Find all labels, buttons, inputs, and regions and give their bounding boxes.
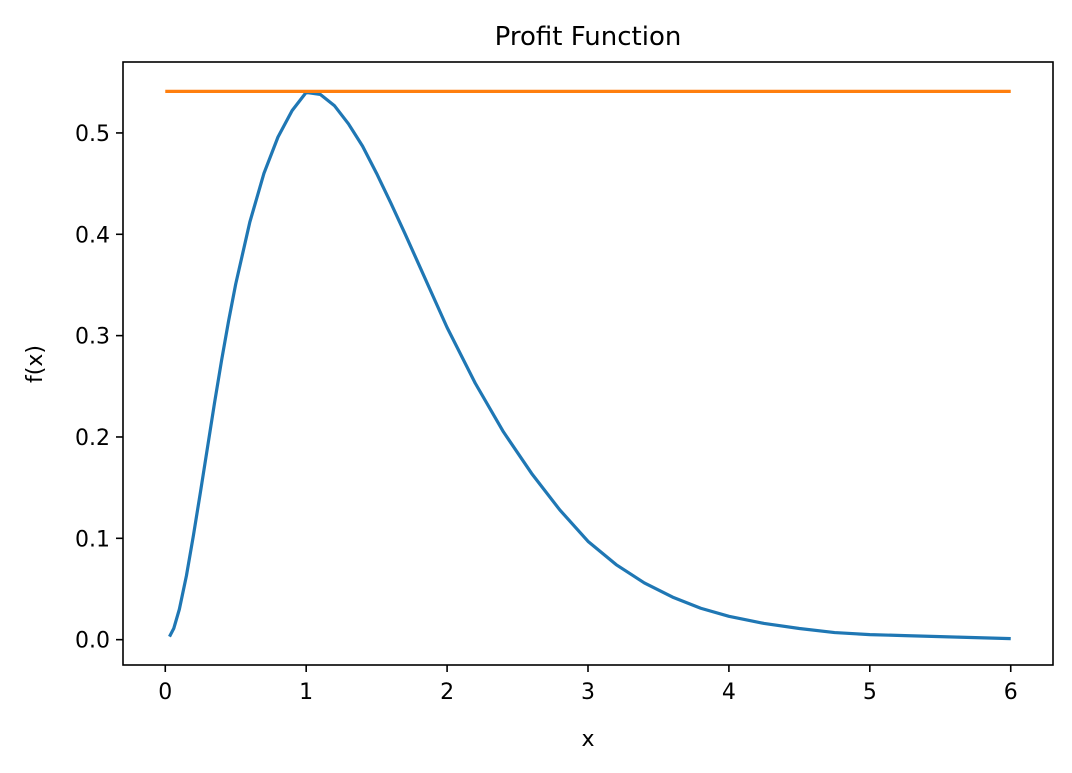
y-tick-label: 0.5 (75, 122, 110, 147)
x-tick-label: 1 (299, 680, 313, 705)
x-axis: 0 1 2 3 4 5 6 (158, 665, 1018, 705)
x-tick-label: 4 (722, 680, 736, 705)
y-tick-label: 0.2 (75, 426, 110, 451)
y-tick-label: 0.1 (75, 527, 110, 552)
x-tick-label: 3 (581, 680, 595, 705)
series-line-1 (168, 90, 1011, 641)
x-tick-label: 5 (863, 680, 877, 705)
chart-title: Profit Function (495, 22, 682, 52)
x-tick-label: 0 (158, 680, 172, 705)
y-axis: 0.0 0.1 0.2 0.3 0.4 0.5 (75, 122, 123, 654)
y-tick-label: 0.3 (75, 325, 110, 350)
x-tick-label: 6 (1004, 680, 1018, 705)
x-axis-label: x (581, 727, 594, 752)
plot-area (165, 89, 1011, 641)
y-tick-label: 0.4 (75, 223, 110, 248)
y-tick-label: 0.0 (75, 629, 110, 654)
axes-frame (122, 61, 1054, 666)
x-tick-label: 2 (440, 680, 454, 705)
y-axis-label: f(x) (23, 345, 48, 383)
